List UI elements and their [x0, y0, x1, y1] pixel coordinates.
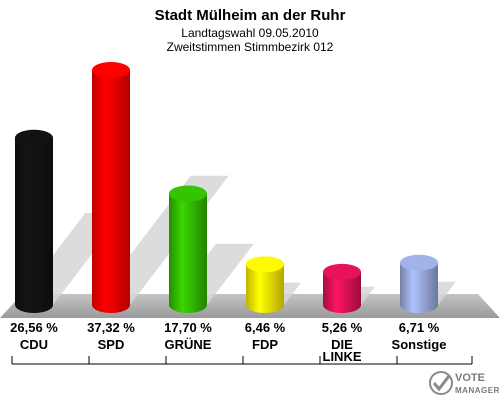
category-label: LINKE	[323, 349, 362, 364]
bar-top	[400, 254, 438, 271]
bar-top	[169, 185, 207, 202]
bar-shadows	[15, 175, 456, 305]
value-labels: 26,56 % 37,32 % 17,70 % 6,46 % 5,26 % 6,71 %	[10, 320, 440, 335]
chart-subtitle: Landtagswahl 09.05.2010	[181, 26, 319, 40]
bar-body	[323, 271, 361, 313]
bar-top	[323, 263, 361, 280]
logo-circle-icon	[429, 371, 453, 395]
category-label: Sonstige	[392, 337, 447, 352]
vote-manager-logo: VOTE MANAGER	[429, 371, 500, 395]
category-label: DIE	[331, 337, 353, 352]
bar	[323, 263, 361, 313]
bar	[400, 254, 438, 313]
chart-subtitle-2: Zweitstimmen Stimmbezirk 012	[167, 40, 334, 54]
bar-body	[169, 193, 207, 313]
bar-body	[15, 137, 53, 313]
value-label: 6,71 %	[399, 320, 440, 335]
bar-body	[400, 262, 438, 313]
logo-check-icon	[432, 375, 451, 392]
bars-group	[15, 62, 438, 313]
category-label: GRÜNE	[165, 337, 212, 352]
value-label: 6,46 %	[245, 320, 286, 335]
bar-top	[15, 129, 53, 146]
bar	[246, 256, 284, 313]
category-label: FDP	[252, 337, 278, 352]
category-label: CDU	[20, 337, 48, 352]
value-label: 37,32 %	[87, 320, 135, 335]
bar	[169, 185, 207, 313]
category-axis	[11, 356, 473, 365]
bar-body	[246, 264, 284, 313]
value-label: 17,70 %	[164, 320, 212, 335]
logo-text-line1: VOTE	[455, 372, 485, 384]
bar-body	[92, 70, 130, 313]
value-label: 5,26 %	[322, 320, 363, 335]
category-label: SPD	[98, 337, 125, 352]
chart-title: Stadt Mülheim an der Ruhr	[155, 7, 346, 24]
bar	[15, 129, 53, 313]
logo-text-line2: MANAGER	[455, 386, 500, 395]
bar-top	[246, 256, 284, 273]
value-label: 26,56 %	[10, 320, 58, 335]
bar	[92, 62, 130, 313]
bar-top	[92, 62, 130, 78]
